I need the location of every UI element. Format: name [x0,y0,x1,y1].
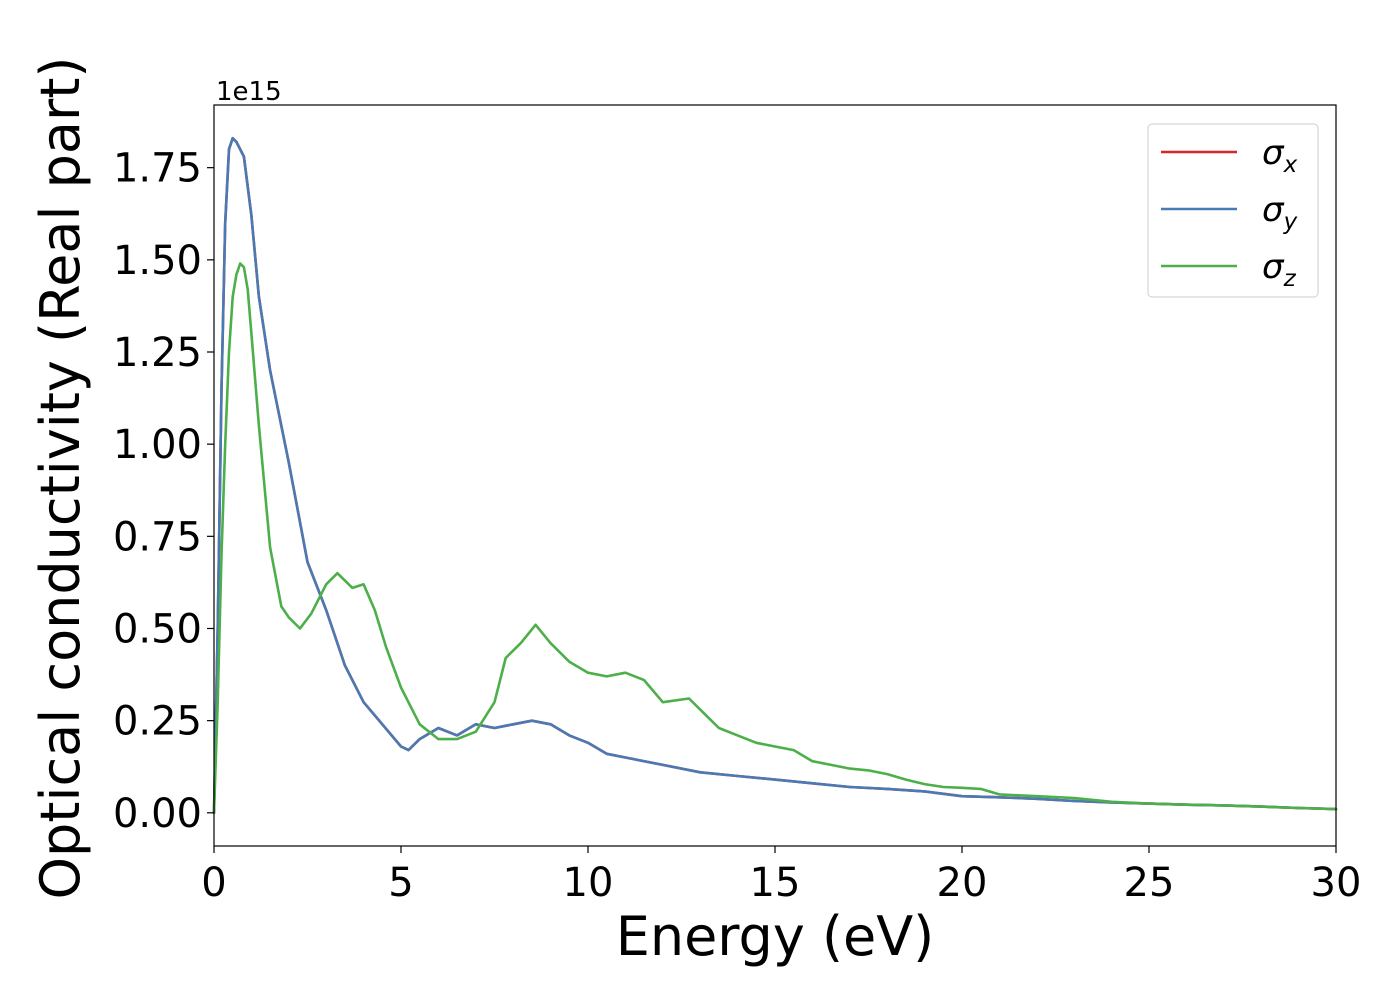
series-line-y [212,136,1338,815]
series-layer [212,136,1338,815]
x-tick-label: 5 [388,860,413,906]
y-tick-label: 1.25 [113,330,202,376]
legend-frame [1147,123,1319,298]
x-axis: 0 5 10 15 20 25 30 [201,846,1361,906]
x-tick-label: 10 [563,860,614,906]
y-tick-label: 0.75 [113,514,202,560]
x-tick-label: 30 [1311,860,1362,906]
y-tick-label: 0.25 [113,699,202,745]
y-tick-label: 1.75 [113,146,202,192]
legend: σx σy σz [1147,123,1319,298]
x-tick-label: 20 [937,860,988,906]
x-tick-label: 0 [201,860,226,906]
y-axis-label: Optical conductivity (Real part) [29,57,92,900]
x-tick-label: 15 [750,860,801,906]
legend-label-z: σz [1262,247,1297,292]
y-tick-label: 0.50 [113,606,202,652]
y-offset-label: 1e15 [216,77,282,107]
legend-label-x: σx [1262,133,1298,178]
x-tick-label: 25 [1124,860,1175,906]
series-line-z [212,262,1338,815]
y-axis: 0.00 0.25 0.50 0.75 1.00 1.25 1.50 1.75 [113,146,214,837]
y-tick-label: 0.00 [113,791,202,837]
x-axis-label: Energy (eV) [616,905,935,968]
y-tick-label: 1.00 [113,422,202,468]
y-tick-label: 1.50 [113,238,202,284]
legend-label-y: σy [1262,190,1298,235]
